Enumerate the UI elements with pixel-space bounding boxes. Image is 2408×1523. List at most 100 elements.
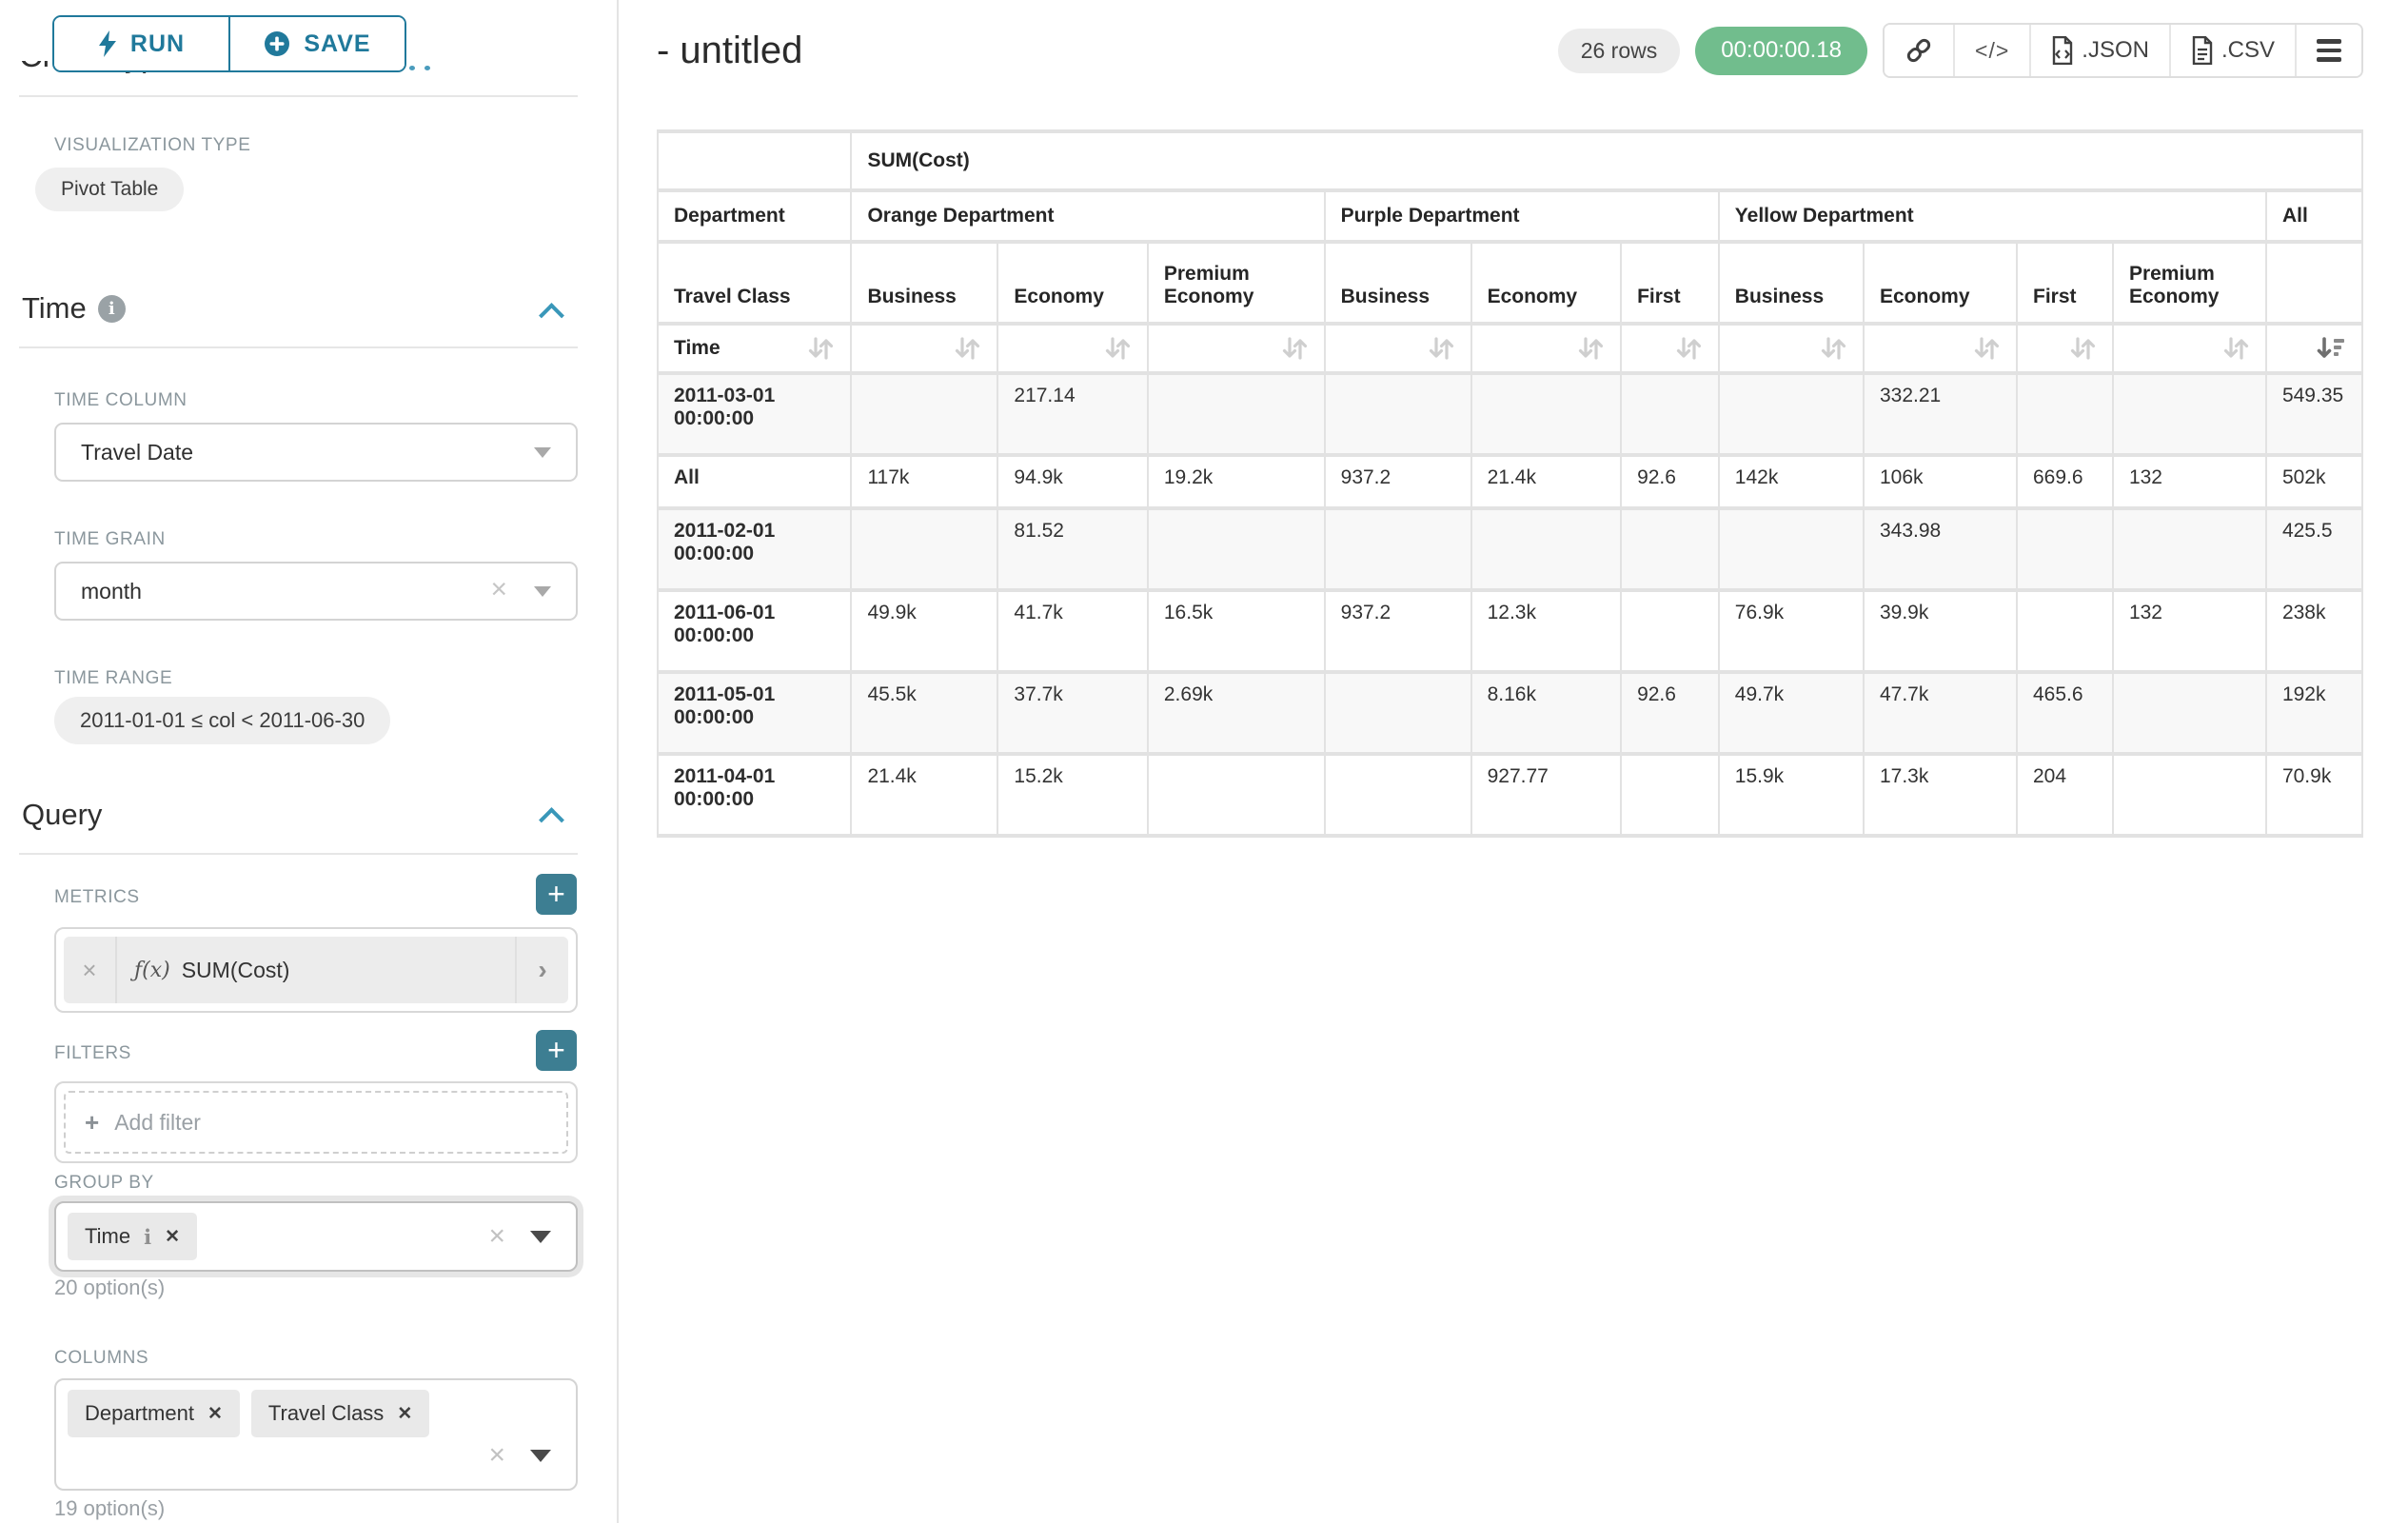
copy-link-button[interactable]: [1885, 25, 1953, 76]
chevron-up-icon[interactable]: [539, 303, 564, 328]
sort-icon: [1972, 335, 2001, 362]
sort-header-cell-active[interactable]: [2267, 326, 2361, 371]
time-grain-select[interactable]: month ×: [54, 562, 578, 621]
bolt-icon: [98, 30, 117, 57]
row-count-badge: 26 rows: [1558, 29, 1681, 73]
add-filter-dropzone[interactable]: + Add filter: [64, 1091, 568, 1154]
table-row: 2011-06-01 00:00:0049.9k41.7k16.5k937.21…: [659, 592, 2361, 670]
embed-code-button[interactable]: </>: [1953, 25, 2029, 76]
pivot-cell: 16.5k: [1149, 592, 1324, 670]
remove-chip-icon[interactable]: ✕: [397, 1403, 412, 1425]
remove-chip-icon[interactable]: ✕: [207, 1403, 223, 1425]
run-button[interactable]: RUN: [54, 17, 228, 70]
travel-class-header-cell: Premium Economy: [2114, 244, 2265, 322]
pivot-cell: 92.6: [1622, 674, 1718, 752]
info-icon: i: [98, 295, 126, 323]
travel-class-header-cell: First: [2018, 244, 2112, 322]
time-column-value: Travel Date: [81, 440, 193, 465]
add-filter-button[interactable]: +: [536, 1030, 577, 1071]
pivot-cell: [1720, 375, 1863, 453]
pivot-cell: 41.7k: [998, 592, 1146, 670]
columns-options-note: 19 option(s): [54, 1496, 165, 1521]
pivot-table: SUM(Cost)DepartmentOrange DepartmentPurp…: [657, 129, 2363, 838]
table-row: 2011-02-01 00:00:0081.52343.98425.5: [659, 510, 2361, 588]
file-lines-icon: [2191, 36, 2214, 65]
pivot-cell: 937.2: [1326, 457, 1470, 506]
metric-name: SUM(Cost): [182, 958, 290, 983]
sort-header-cell[interactable]: [1149, 326, 1324, 371]
pivot-cell: [1472, 510, 1620, 588]
pivot-cell: 37.7k: [998, 674, 1146, 752]
remove-metric-icon[interactable]: ×: [64, 937, 117, 1003]
time-column-select[interactable]: Travel Date: [54, 423, 578, 482]
sort-icon: [953, 335, 981, 362]
clear-icon[interactable]: ×: [488, 1439, 505, 1472]
visualization-type-pill[interactable]: Pivot Table: [35, 168, 184, 211]
add-filter-label: Add filter: [114, 1110, 201, 1136]
add-metric-button[interactable]: +: [536, 874, 577, 915]
metrics-label: METRICS: [54, 887, 140, 908]
columns-chip[interactable]: Department ✕: [68, 1390, 240, 1437]
pivot-cell: 45.5k: [852, 674, 997, 752]
pivot-cell: 2.69k: [1149, 674, 1324, 752]
travel-class-header-cell: Economy: [1865, 244, 2016, 322]
table-row: 2011-05-01 00:00:0045.5k37.7k2.69k8.16k9…: [659, 674, 2361, 752]
pivot-cell: [852, 510, 997, 588]
menu-button[interactable]: [2295, 25, 2361, 76]
export-csv-button[interactable]: .CSV: [2169, 25, 2295, 76]
pivot-cell: 92.6: [1622, 457, 1718, 506]
sort-icon: [1819, 335, 1847, 362]
metric-chip[interactable]: × ƒ(x) SUM(Cost) ›: [64, 937, 568, 1003]
time-range-label: TIME RANGE: [54, 668, 172, 689]
pivot-cell: [2018, 510, 2112, 588]
chevron-right-icon[interactable]: ›: [515, 937, 568, 1003]
time-grain-label: TIME GRAIN: [54, 529, 166, 550]
clear-icon[interactable]: ×: [488, 1220, 505, 1253]
pivot-cell: [1720, 510, 1863, 588]
pivot-cell: [1326, 756, 1470, 834]
pivot-cell: 332.21: [1865, 375, 2016, 453]
group-by-label: GROUP BY: [54, 1173, 154, 1194]
pivot-cell: 669.6: [2018, 457, 2112, 506]
travel-class-header-cell: Business: [852, 244, 997, 322]
chevron-down-icon[interactable]: [530, 1450, 551, 1462]
group-by-select[interactable]: Time i ✕ ×: [54, 1201, 578, 1272]
time-range-pill[interactable]: 2011-01-01 ≤ col < 2011-06-30: [54, 697, 390, 744]
sort-header-cell[interactable]: [1472, 326, 1620, 371]
sort-header-cell[interactable]: [1720, 326, 1863, 371]
pivot-cell: 502k: [2267, 457, 2361, 506]
chevron-down-icon[interactable]: [530, 1231, 551, 1243]
sort-header-cell[interactable]: [852, 326, 997, 371]
group-by-chip[interactable]: Time i ✕: [68, 1213, 197, 1260]
columns-select[interactable]: Department ✕ Travel Class ✕ ×: [54, 1378, 578, 1491]
table-row: All117k94.9k19.2k937.221.4k92.6142k106k6…: [659, 457, 2361, 506]
group-by-options-note: 20 option(s): [54, 1276, 165, 1300]
clear-icon[interactable]: ×: [490, 574, 507, 606]
pivot-cell: 192k: [2267, 674, 2361, 752]
pivot-cell: 94.9k: [998, 457, 1146, 506]
pivot-cell: 142k: [1720, 457, 1863, 506]
sort-header-cell[interactable]: [1622, 326, 1718, 371]
travel-class-header-cell: Business: [1326, 244, 1470, 322]
pivot-cell: 49.9k: [852, 592, 997, 670]
save-button[interactable]: SAVE: [228, 17, 405, 70]
chevron-up-icon[interactable]: [539, 807, 564, 833]
sort-icon: [1103, 335, 1132, 362]
department-group-header-cell: Orange Department: [852, 192, 1323, 240]
sort-header-cell[interactable]: [2114, 326, 2265, 371]
sort-header-cell[interactable]: [2018, 326, 2112, 371]
sort-header-cell[interactable]: [1326, 326, 1470, 371]
sort-header-cell[interactable]: [1865, 326, 2016, 371]
sort-icon: [2068, 335, 2097, 362]
sort-header-cell[interactable]: [998, 326, 1146, 371]
page-title[interactable]: - untitled: [657, 30, 802, 72]
pivot-cell: [2114, 510, 2265, 588]
remove-chip-icon[interactable]: ✕: [165, 1226, 180, 1248]
row-dimension-sort-cell[interactable]: Time: [659, 326, 850, 371]
sub-dimension-label-cell: Travel Class: [659, 244, 850, 322]
columns-chip[interactable]: Travel Class ✕: [251, 1390, 429, 1437]
link-icon: [1905, 36, 1933, 65]
pivot-cell: [2018, 375, 2112, 453]
export-json-button[interactable]: .JSON: [2029, 25, 2169, 76]
export-button-group: </> .JSON .CSV: [1883, 23, 2363, 78]
